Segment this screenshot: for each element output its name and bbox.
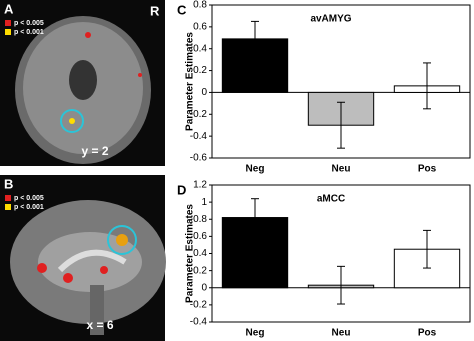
y-tick-label: 0.8 bbox=[193, 0, 207, 11]
x-tick-label: Neg bbox=[246, 164, 265, 175]
y-axis-label: Parameter Estimates bbox=[185, 204, 196, 303]
y-tick-label: 0.4 bbox=[193, 43, 207, 54]
legend-label: p < 0.001 bbox=[14, 204, 44, 211]
roi-circle bbox=[107, 225, 137, 255]
chart-title: aMCC bbox=[317, 194, 345, 205]
ventricle bbox=[69, 60, 97, 100]
legend-swatch bbox=[5, 20, 11, 26]
slice-coord: y = 2 bbox=[81, 144, 108, 158]
legend-swatch bbox=[5, 195, 11, 201]
x-tick-label: Neg bbox=[246, 328, 265, 339]
error-bar bbox=[337, 265, 345, 305]
blob bbox=[85, 32, 91, 38]
error-bar bbox=[423, 62, 431, 110]
error-bar bbox=[251, 198, 259, 237]
y-tick-label: 0.2 bbox=[193, 265, 207, 276]
blob bbox=[138, 73, 142, 77]
legend-label: p < 0.005 bbox=[14, 195, 44, 202]
chart-title: avAMYG bbox=[310, 14, 351, 25]
error-bar bbox=[251, 20, 259, 57]
x-tick-label: Pos bbox=[418, 164, 437, 175]
legend-swatch bbox=[5, 29, 11, 35]
blob bbox=[100, 266, 108, 274]
error-bar bbox=[423, 229, 431, 269]
panel-letter: D bbox=[177, 182, 186, 197]
roi-circle bbox=[60, 109, 84, 133]
y-tick-label: 0.4 bbox=[193, 248, 207, 259]
blob bbox=[69, 118, 75, 124]
y-tick-label: 0.6 bbox=[193, 231, 207, 242]
x-tick-label: Neu bbox=[332, 164, 351, 175]
coronal-image: A p < 0.005 p < 0.001 R y = 2 bbox=[0, 0, 165, 166]
y-tick-label: 0 bbox=[201, 282, 207, 293]
y-tick-label: -0.4 bbox=[190, 317, 208, 328]
blob bbox=[63, 273, 73, 283]
error-bar bbox=[337, 101, 345, 149]
legend-label: p < 0.005 bbox=[14, 20, 44, 27]
brainstem bbox=[90, 285, 104, 335]
sagittal-image: B p < 0.005 p < 0.001 x = 6 bbox=[0, 175, 166, 341]
y-tick-label: 1.2 bbox=[193, 180, 207, 191]
panel-letter: A bbox=[4, 1, 14, 16]
y-tick-label: -0.6 bbox=[190, 153, 208, 164]
panel-letter: C bbox=[177, 2, 187, 17]
plot-frame bbox=[211, 4, 471, 159]
x-tick-label: Pos bbox=[418, 328, 437, 339]
y-tick-label: 1 bbox=[201, 197, 207, 208]
y-tick-label: -0.2 bbox=[190, 109, 208, 120]
corpus-callosum bbox=[57, 249, 127, 273]
y-tick-label: 0.2 bbox=[193, 65, 207, 76]
legend-swatch bbox=[5, 204, 11, 210]
slice-coord: x = 6 bbox=[86, 318, 113, 332]
plot-frame bbox=[211, 184, 471, 323]
x-tick-label: Neu bbox=[332, 328, 351, 339]
legend-label: p < 0.001 bbox=[14, 29, 44, 36]
y-tick-label: -0.4 bbox=[190, 131, 208, 142]
y-tick-label: 0.8 bbox=[193, 214, 207, 225]
panel-letter: B bbox=[4, 176, 13, 191]
y-tick-label: 0.6 bbox=[193, 21, 207, 32]
blob bbox=[116, 234, 128, 246]
orientation-label: R bbox=[150, 3, 160, 18]
y-tick-label: 0 bbox=[201, 87, 207, 98]
blob bbox=[37, 263, 47, 273]
y-axis-label: Parameter Estimates bbox=[185, 32, 196, 131]
y-tick-label: -0.2 bbox=[190, 300, 208, 311]
